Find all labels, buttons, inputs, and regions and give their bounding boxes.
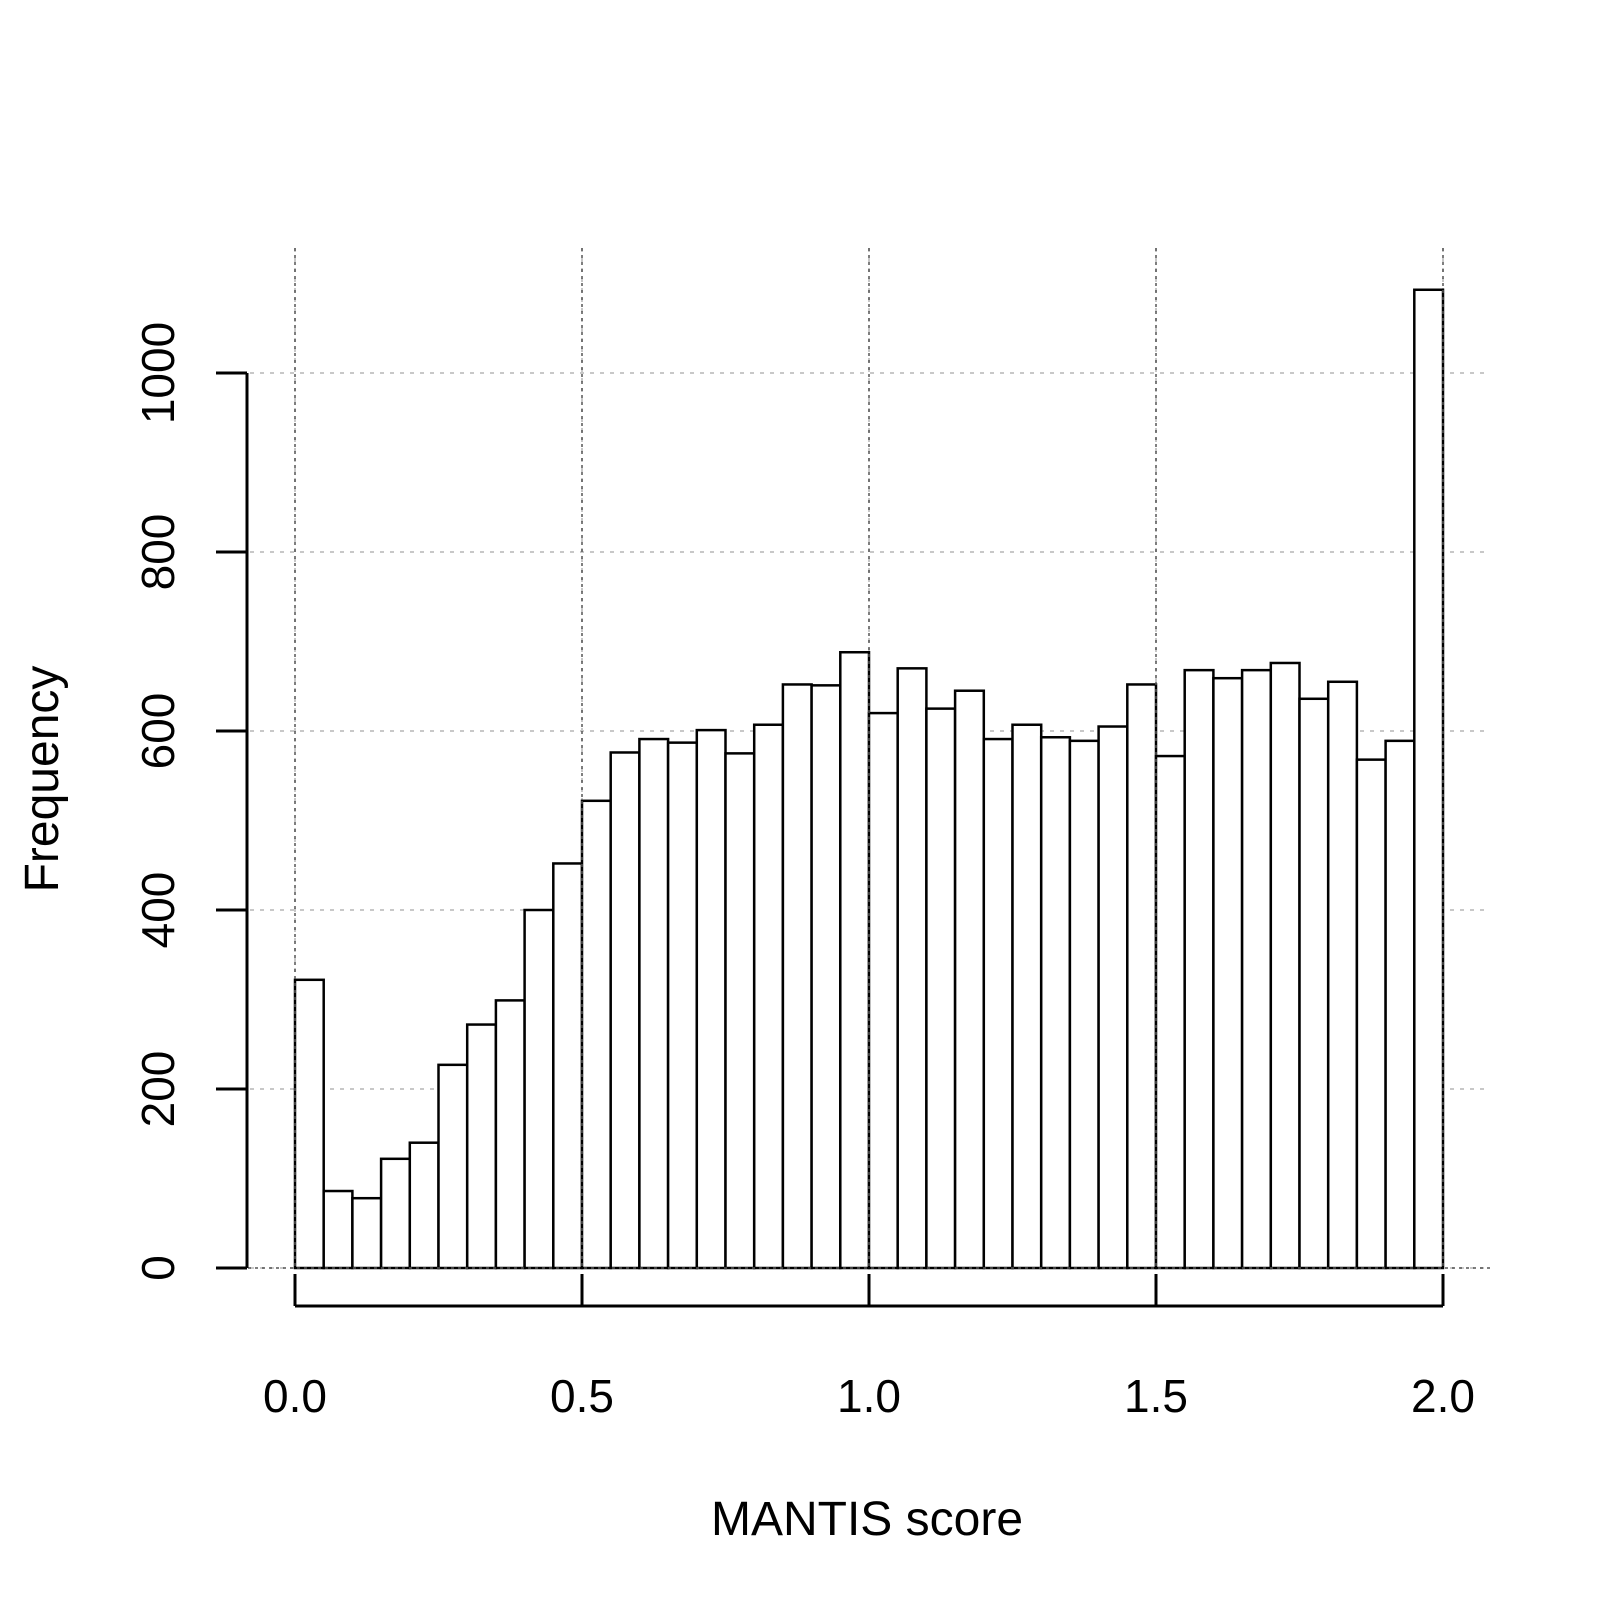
x-tick-label: 1.5 xyxy=(1124,1370,1188,1422)
y-axis-title: Frequency xyxy=(16,666,69,893)
x-tick-label: 0.0 xyxy=(263,1370,327,1422)
histogram-bar xyxy=(580,799,612,1270)
x-tick-label: 0.5 xyxy=(550,1370,614,1422)
histogram-bar xyxy=(408,1141,440,1270)
histogram-bar xyxy=(1097,725,1129,1270)
histogram-bar xyxy=(1240,668,1273,1270)
histogram-bar xyxy=(638,737,670,1270)
histogram-bar xyxy=(1355,758,1387,1270)
y-tick-label: 200 xyxy=(132,1051,184,1128)
histogram-bar xyxy=(1068,739,1100,1270)
histogram-bar xyxy=(1326,680,1359,1270)
y-tick-label: 800 xyxy=(132,514,184,591)
tick-labels-layer: 0.0 0.5 1.0 1.5 2.0 0 200 400 600 800 1000 xyxy=(132,322,1475,1422)
x-tick-label: 2.0 xyxy=(1411,1370,1475,1422)
histogram-bar xyxy=(1039,736,1072,1270)
axes-layer xyxy=(216,371,1445,1308)
x-axis-title: MANTIS score xyxy=(711,1493,1023,1546)
histogram-bar xyxy=(953,689,986,1270)
histogram-bar xyxy=(552,862,584,1270)
histogram-bar xyxy=(609,751,641,1270)
histogram-bar xyxy=(1384,739,1416,1270)
histogram-bar xyxy=(1183,668,1215,1270)
histogram-bar xyxy=(1212,676,1244,1270)
x-tick-label: 1.0 xyxy=(837,1370,901,1422)
histogram-bar xyxy=(695,728,727,1270)
histogram-bar xyxy=(752,723,785,1270)
histogram-bar xyxy=(925,707,957,1270)
y-tick-label: 0 xyxy=(132,1255,184,1281)
histogram-bar xyxy=(810,684,842,1270)
histogram-bar xyxy=(523,908,555,1270)
histogram-bar xyxy=(724,752,756,1270)
histogram-bar xyxy=(351,1196,383,1270)
histogram-bar xyxy=(1011,723,1043,1270)
histogram-bar xyxy=(1154,754,1186,1270)
histogram-bar xyxy=(322,1189,354,1270)
histogram-bar xyxy=(494,999,526,1270)
y-tick-label: 1000 xyxy=(132,322,184,424)
histogram-bar xyxy=(379,1157,412,1270)
histogram-bar xyxy=(982,737,1014,1270)
histogram-bar xyxy=(781,683,813,1270)
histogram-bar xyxy=(1413,288,1445,1270)
histogram-bar xyxy=(1298,697,1330,1270)
y-tick-label: 400 xyxy=(132,872,184,949)
histogram-bar xyxy=(896,667,928,1270)
histogram-bar xyxy=(465,1023,498,1270)
bars-layer xyxy=(220,248,1490,1270)
histogram-bar xyxy=(1269,661,1301,1270)
histogram-bar xyxy=(293,978,325,1270)
histogram-bar xyxy=(1126,683,1158,1270)
y-tick-label: 600 xyxy=(132,693,184,770)
histogram-bar xyxy=(867,711,899,1270)
histogram-bar xyxy=(666,741,699,1270)
histogram-bar xyxy=(437,1063,469,1270)
histogram-bar xyxy=(839,650,871,1270)
